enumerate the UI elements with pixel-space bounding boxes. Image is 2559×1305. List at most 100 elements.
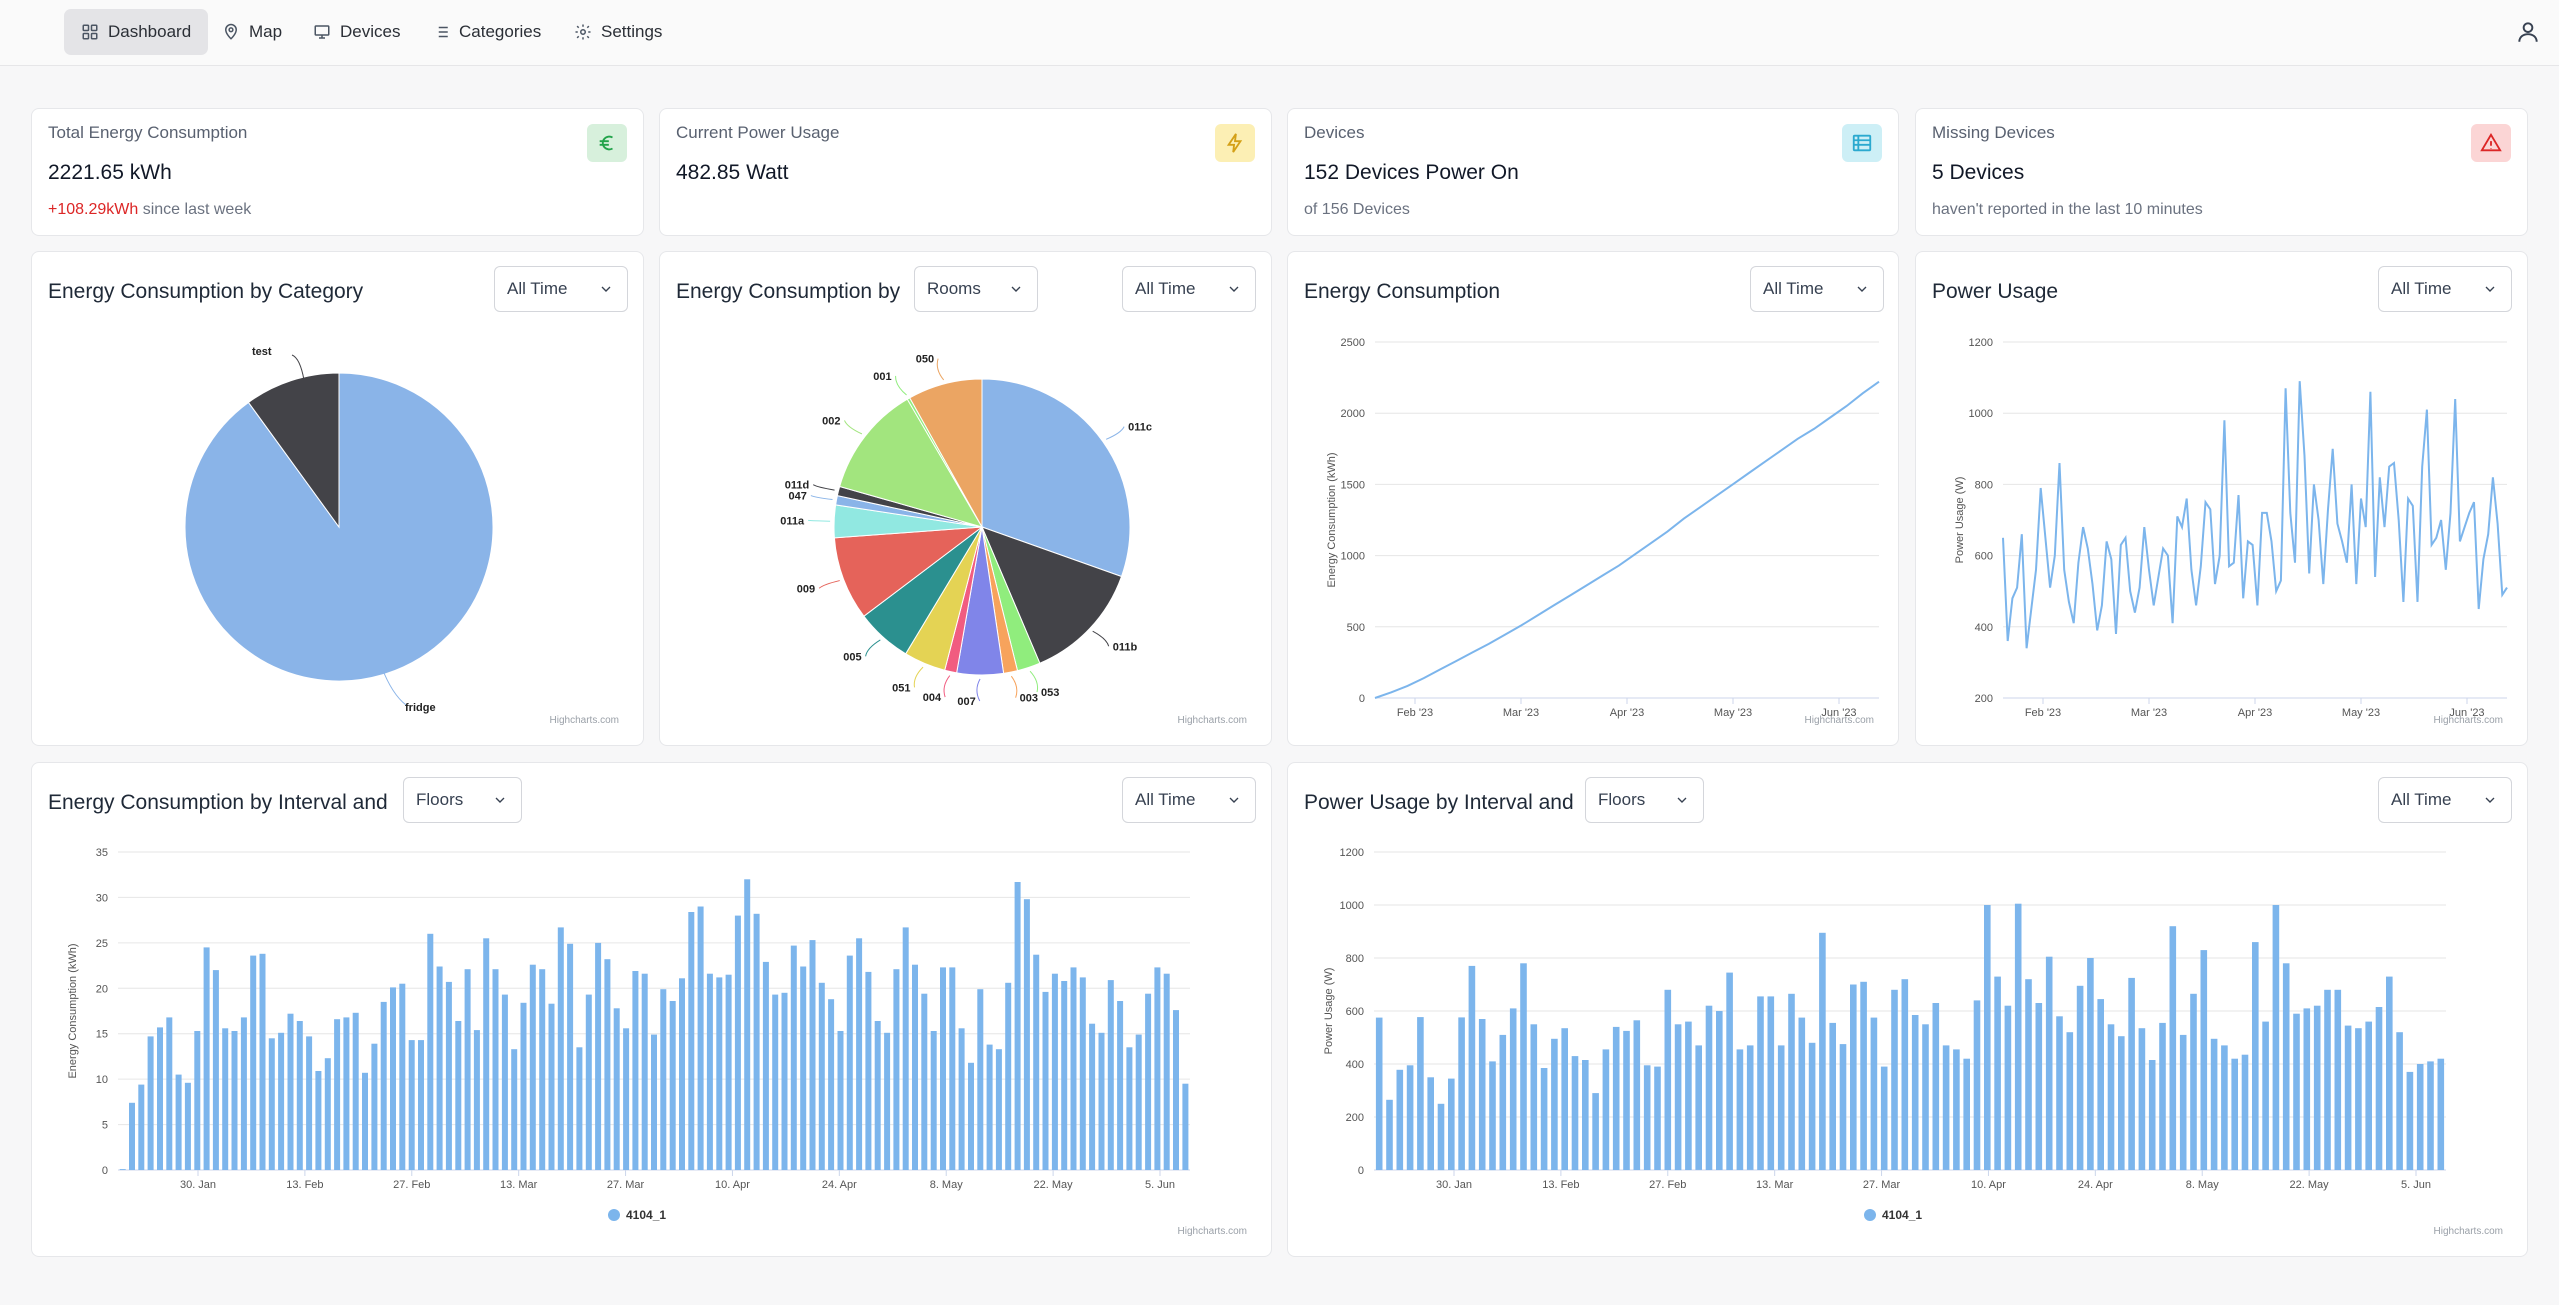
bar [884,1032,891,1170]
x-tick-label: Mar '23 [2131,707,2167,719]
x-tick-label: 24. Apr [2078,1179,2113,1191]
bar [837,1031,844,1170]
bar [1163,973,1170,1170]
bar [324,1058,331,1170]
bar [1023,899,1030,1170]
bar [362,1072,368,1170]
bar [1942,1045,1950,1170]
bar [2282,963,2290,1170]
x-tick-label: May '23 [2342,707,2380,719]
series-line [1374,380,1880,699]
time-range-dropdown[interactable]: All Time [2378,266,2512,312]
pie-slice-011c [981,378,1131,578]
nav-settings[interactable]: Settings [557,9,679,55]
time-range-dropdown[interactable]: All Time [2378,777,2512,823]
bar [660,989,667,1170]
panel-power-line: Power Usage All Time 200 400 600 800 1000 120… [1915,251,2528,746]
pie-label-004: 004 [923,692,942,704]
bar [846,955,853,1170]
pie-slice-002 [839,398,984,528]
time-range-dropdown[interactable]: All Time [1122,266,1256,312]
x-tick-label: 22. May [1034,1179,1074,1191]
panel-title: Energy Consumption [1304,280,1501,303]
grouping-dropdown[interactable]: Rooms [914,266,1038,312]
highcharts-credit[interactable]: Highcharts.com [1804,715,1874,726]
stat-subtext: +108.29kWh since last week [48,201,251,219]
y-tick-label: 800 [1346,953,1364,965]
grouping-dropdown[interactable]: Floors [403,777,522,823]
x-tick-label: 8. May [2186,1179,2220,1191]
bar [1685,1021,1692,1170]
highcharts-credit[interactable]: Highcharts.com [2433,715,2503,726]
bar [175,1074,182,1170]
pie-label-050: 050 [916,354,934,366]
nav-map-label: Map [249,22,283,41]
bar [557,927,564,1170]
panel-energy-line: Energy Consumption All Time 0 500 1000 1500… [1287,251,1899,746]
bar [455,1021,462,1170]
bar [1182,1083,1189,1170]
time-range-dropdown[interactable]: All Time [1122,777,1256,823]
highcharts-credit[interactable]: Highcharts.com [549,715,619,726]
y-tick-label: 200 [1346,1112,1364,1124]
nav-devices[interactable]: Devices [296,9,417,55]
bar [2210,1038,2218,1170]
x-tick-label: Apr '23 [1610,707,1645,719]
highcharts-credit[interactable]: Highcharts.com [2433,1226,2503,1237]
bar [2365,1021,2372,1170]
x-tick-label: Apr '23 [2238,707,2273,719]
pie-slice-050 [909,378,983,529]
legend-marker [608,1209,620,1221]
y-tick-label: 0 [1359,693,1365,705]
pie-label-053: 053 [1041,687,1059,699]
bar [1932,1003,1940,1170]
pie-label-003: 003 [1020,693,1038,705]
user-icon [2518,22,2538,42]
label-connector [895,375,907,396]
bar [1417,1017,1424,1170]
highcharts-credit[interactable]: Highcharts.com [1177,1226,1247,1237]
bar [1757,996,1764,1170]
y-tick-label: 5 [102,1120,108,1132]
bar [2179,1034,2187,1171]
bar [1829,1022,1836,1170]
bar [539,969,546,1170]
stat-value: 482.85 Watt [676,161,789,184]
label-connector [1029,670,1039,693]
bar [278,1032,285,1170]
highcharts-credit[interactable]: Highcharts.com [1177,715,1247,726]
grouping-dropdown[interactable]: Floors [1585,777,1704,823]
panel-title: Power Usage [1932,280,2059,303]
bar [157,1027,163,1170]
pie-label-007: 007 [957,696,975,708]
time-range-dropdown[interactable]: All Time [1750,266,1884,312]
bar [1880,1066,1888,1170]
user-menu-button[interactable] [2505,9,2551,55]
bar [1777,1045,1785,1170]
bar [744,879,751,1170]
bar [436,966,443,1170]
bar [1839,1044,1847,1170]
bar [995,1049,1002,1170]
dropdown-value: All Time [1135,790,1196,809]
bar [548,1003,555,1170]
bar [1582,1060,1589,1170]
bar [464,969,471,1170]
nav-map[interactable]: Map [205,9,299,55]
nav-dashboard[interactable]: Dashboard [64,9,209,55]
bar [390,987,396,1170]
label-connector [1105,426,1125,440]
nav-categories[interactable]: Categories [415,9,558,55]
bar [772,994,779,1170]
bar [1561,1028,1568,1170]
y-tick-label: 400 [1346,1059,1364,1071]
time-range-dropdown[interactable]: All Time [494,266,628,312]
bar [1891,989,1898,1170]
bar [1005,982,1012,1170]
pie-label-002: 002 [822,415,840,427]
bar [2386,976,2393,1170]
chevron-down-icon [1854,281,1870,297]
bar [1984,905,1991,1170]
bar [418,1040,424,1170]
bar [688,912,695,1170]
